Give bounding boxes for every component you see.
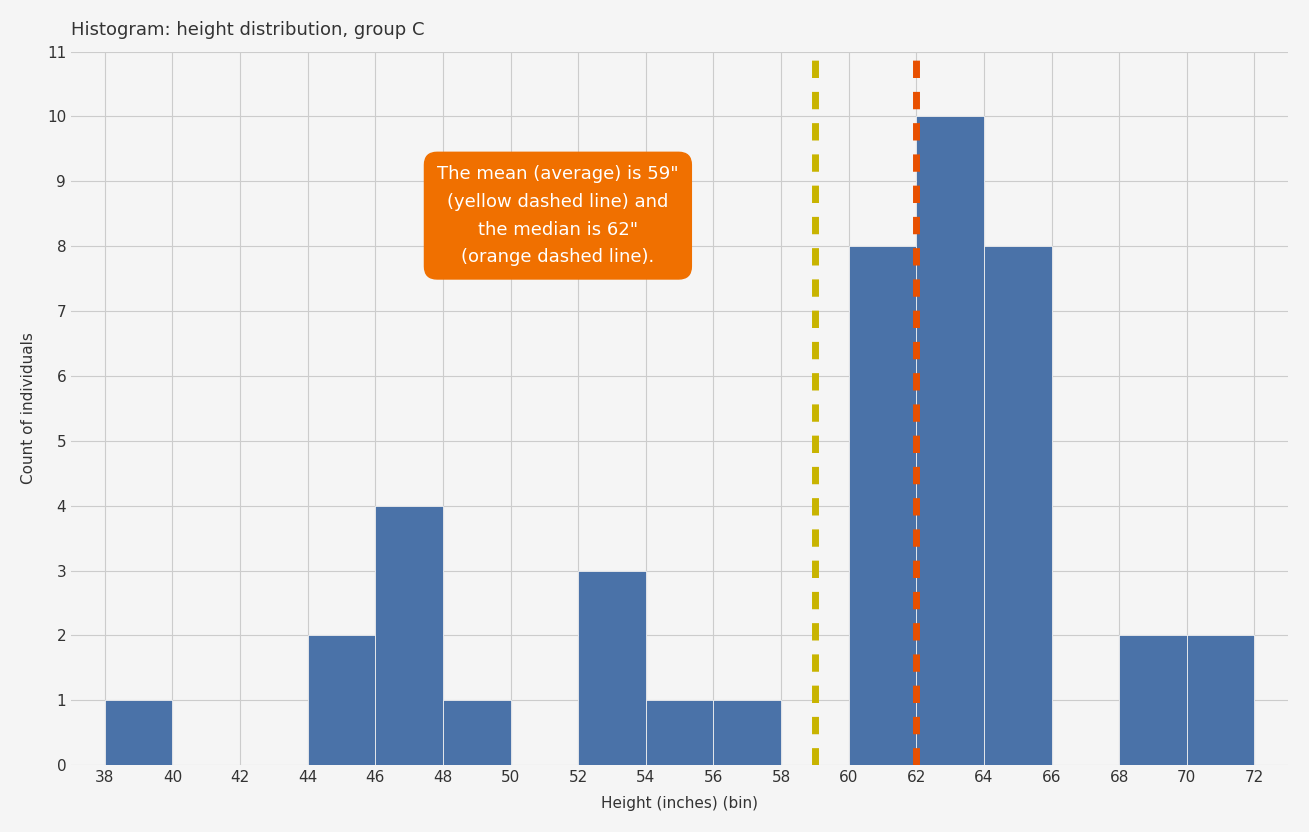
Text: The mean (average) is 59"
(yellow dashed line) and
the median is 62"
(orange das: The mean (average) is 59" (yellow dashed… [437,165,678,266]
Bar [713,701,781,765]
Bar [848,246,916,765]
Bar [579,571,645,765]
Text: Histogram: height distribution, group C: Histogram: height distribution, group C [71,21,424,39]
Bar [916,116,984,765]
Bar [308,636,376,765]
Bar [376,506,442,765]
Bar [1119,636,1187,765]
Bar [645,701,713,765]
Bar [1187,636,1254,765]
Bar [105,701,173,765]
X-axis label: Height (inches) (bin): Height (inches) (bin) [601,796,758,811]
Bar [442,701,511,765]
Bar [984,246,1051,765]
Y-axis label: Count of individuals: Count of individuals [21,333,35,484]
